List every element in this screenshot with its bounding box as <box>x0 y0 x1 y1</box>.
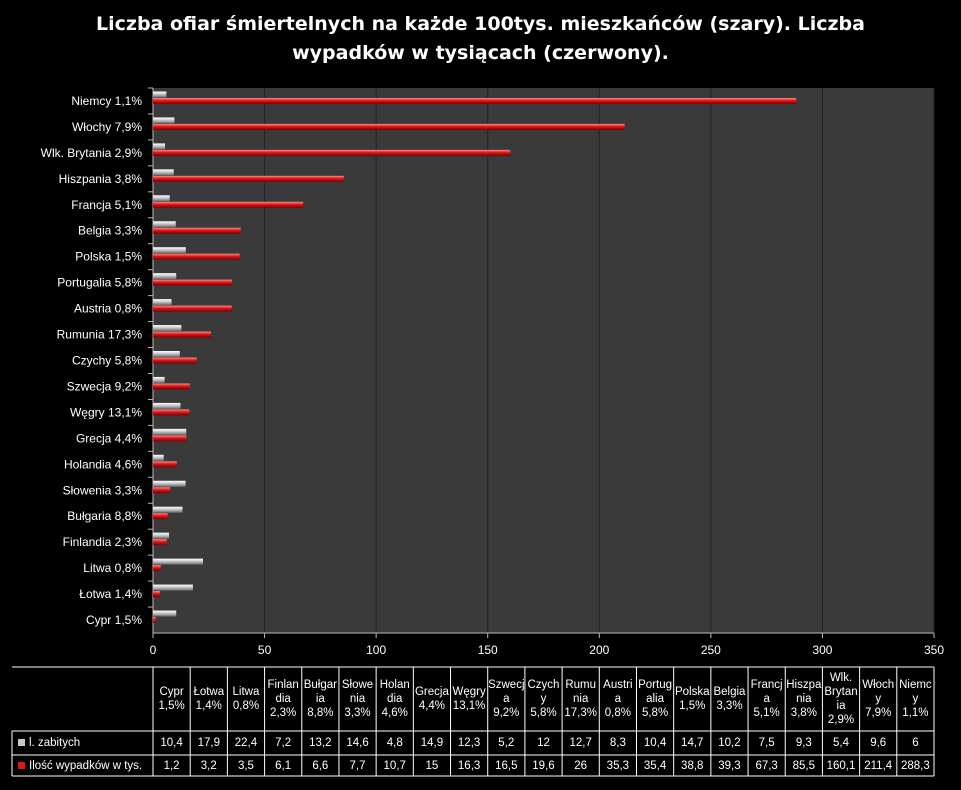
bar-ilosc-wypadkow <box>153 487 171 494</box>
y-tick-label: Rumunia 17,3% <box>57 328 143 342</box>
bar-l-zabitych <box>153 454 164 461</box>
bar-l-zabitych <box>153 584 193 591</box>
bar-ilosc-wypadkow <box>153 461 177 468</box>
x-tick-label: 150 <box>478 643 498 657</box>
bar-ilosc-wypadkow <box>153 409 190 416</box>
x-tick-label: 250 <box>701 643 721 657</box>
bar-l-zabitych <box>153 325 182 332</box>
y-tick-label: Niemcy 1,1% <box>71 94 142 108</box>
y-tick-label: Austria 0,8% <box>74 302 142 316</box>
y-tick-label: Grecja 4,4% <box>76 431 142 445</box>
y-tick-label: Polska 1,5% <box>75 250 142 264</box>
chart-title-line: wypadków w tysiącach (czerwony). <box>292 42 669 64</box>
bar-ilosc-wypadkow <box>153 305 232 312</box>
bar-ilosc-wypadkow <box>153 617 156 624</box>
bar-l-zabitych <box>153 351 180 357</box>
bar-ilosc-wypadkow <box>153 279 232 286</box>
bar-ilosc-wypadkow <box>153 513 168 520</box>
bar-ilosc-wypadkow <box>153 383 190 390</box>
bar-ilosc-wypadkow <box>153 331 212 338</box>
y-tick-label: Belgia 3,3% <box>78 224 142 238</box>
y-tick-label: Portugalia 5,8% <box>57 276 142 290</box>
bar-ilosc-wypadkow <box>153 201 304 208</box>
y-tick-label: Finlandia 2,3% <box>63 535 143 549</box>
y-tick-label: Litwa 0,8% <box>83 561 142 575</box>
bar-ilosc-wypadkow <box>153 591 161 598</box>
y-tick-label: Słowenia 3,3% <box>63 483 143 497</box>
bar-l-zabitych <box>153 558 203 565</box>
y-tick-label: Szwecja 9,2% <box>67 379 143 393</box>
x-tick-label: 350 <box>924 643 944 657</box>
y-tick-label: Cypr 1,5% <box>86 613 142 627</box>
bar-ilosc-wypadkow <box>153 253 240 260</box>
y-tick-label: Hiszpania 3,8% <box>59 172 143 186</box>
plot-area <box>153 88 934 633</box>
bar-l-zabitych <box>153 117 175 124</box>
y-tick-label: Francja 5,1% <box>71 198 142 212</box>
x-tick-label: 200 <box>589 643 609 657</box>
y-tick-label: Czychy 5,8% <box>72 354 142 368</box>
x-tick-label: 100 <box>366 643 386 657</box>
bar-l-zabitych <box>153 506 183 513</box>
x-tick-label: 300 <box>812 643 832 657</box>
bar-ilosc-wypadkow <box>153 227 241 234</box>
bar-ilosc-wypadkow <box>153 357 197 364</box>
y-tick-label: Wlk. Brytania 2,9% <box>41 146 143 160</box>
y-tick-label: Węgry 13,1% <box>70 405 142 419</box>
x-tick-label: 0 <box>150 643 157 657</box>
bar-ilosc-wypadkow <box>153 565 161 572</box>
bar-l-zabitych <box>153 273 177 280</box>
bar-ilosc-wypadkow <box>153 97 797 104</box>
bar-l-zabitych <box>153 532 170 539</box>
chart-title-line: Liczba ofiar śmiertelnych na każde 100ty… <box>96 13 865 35</box>
bar-ilosc-wypadkow <box>153 149 511 156</box>
bar-l-zabitych <box>153 376 165 383</box>
bar-l-zabitych <box>153 221 176 228</box>
bar-l-zabitych <box>153 169 174 176</box>
bar-l-zabitych <box>153 91 167 98</box>
bar-ilosc-wypadkow <box>153 435 187 442</box>
bar-l-zabitych <box>153 480 186 487</box>
x-tick-label: 50 <box>258 643 272 657</box>
y-tick-label: Holandia 4,6% <box>64 457 142 471</box>
chart-title: Liczba ofiar śmiertelnych na każde 100ty… <box>0 10 961 68</box>
bar-l-zabitych <box>153 299 172 306</box>
bar-l-zabitych <box>153 428 187 435</box>
y-tick-label: Włochy 7,9% <box>72 120 142 134</box>
y-tick-label: Bułgaria 8,8% <box>67 509 142 523</box>
bar-l-zabitych <box>153 402 181 409</box>
bar-l-zabitych <box>153 247 186 254</box>
bar-l-zabitych <box>153 195 170 202</box>
bar-ilosc-wypadkow <box>153 123 625 130</box>
y-tick-label: Łotwa 1,4% <box>79 587 142 601</box>
bar-ilosc-wypadkow <box>153 539 167 546</box>
bar-l-zabitych <box>153 610 177 617</box>
bar-ilosc-wypadkow <box>153 175 344 182</box>
bar-l-zabitych <box>153 143 166 150</box>
